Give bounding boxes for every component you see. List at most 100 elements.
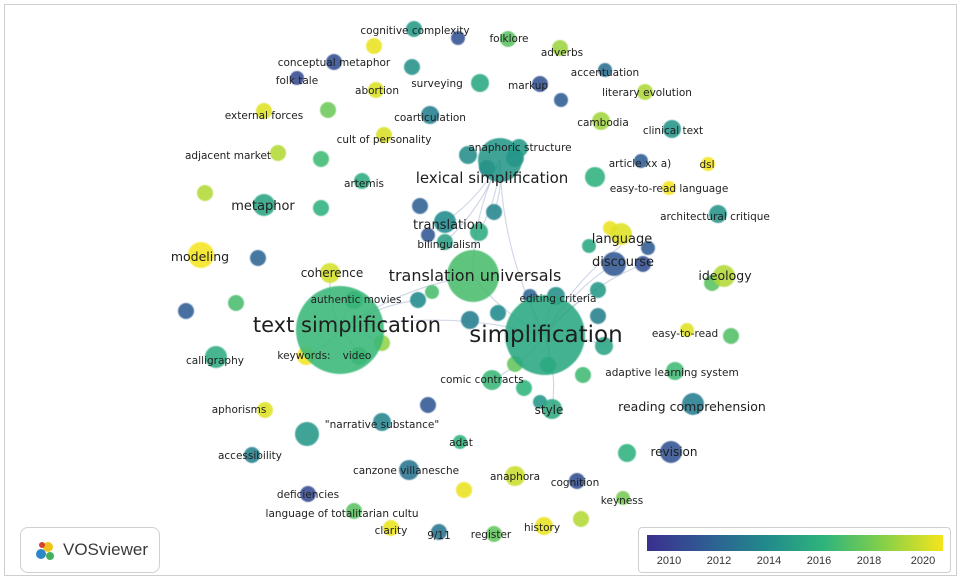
hub-node-lexical-simplification[interactable] xyxy=(478,138,522,182)
keyword-node[interactable] xyxy=(486,204,502,220)
node-adverbs[interactable] xyxy=(552,40,568,56)
label-modeling: modeling xyxy=(171,249,229,264)
keyword-node[interactable] xyxy=(470,223,488,241)
node-clinical-text[interactable] xyxy=(663,120,681,138)
node-architectural-critique[interactable] xyxy=(709,205,727,223)
node-language-of-totalitarian-cultu[interactable] xyxy=(346,503,362,519)
node-aphorisms[interactable] xyxy=(257,402,273,418)
label-cult-of-personality: cult of personality xyxy=(337,134,432,146)
keyword-node[interactable] xyxy=(516,380,532,396)
keyword-node[interactable] xyxy=(420,397,436,413)
node-folk-tale[interactable] xyxy=(290,71,304,85)
node-folklore[interactable] xyxy=(500,31,516,47)
keyword-node[interactable] xyxy=(575,367,591,383)
node-surveying[interactable] xyxy=(471,74,489,92)
node-9-11[interactable] xyxy=(431,524,447,540)
node-abortion[interactable] xyxy=(368,82,384,98)
node-cult-of-personality[interactable] xyxy=(376,127,392,143)
label-adaptive-learning-system: adaptive learning system xyxy=(605,367,738,379)
keyword-node[interactable] xyxy=(641,241,655,255)
label-cambodia: cambodia xyxy=(577,117,629,129)
keyword-node[interactable] xyxy=(320,102,336,118)
keyword-node[interactable] xyxy=(590,308,606,324)
node-cambodia[interactable] xyxy=(592,112,610,130)
node-article-xx-a[interactable] xyxy=(634,154,648,168)
hub-node-simplification[interactable] xyxy=(505,295,585,375)
node-accentuation[interactable] xyxy=(598,63,612,77)
node-adat[interactable] xyxy=(453,435,467,449)
keyword-node[interactable] xyxy=(554,93,568,107)
node-artemis[interactable] xyxy=(354,173,370,189)
node-translation[interactable] xyxy=(434,211,456,233)
keyword-node[interactable] xyxy=(618,444,636,462)
keyword-node[interactable] xyxy=(456,482,472,498)
hub-node-translation-universals[interactable] xyxy=(447,250,499,302)
label-article-xx-a: article xx a) xyxy=(609,158,672,170)
node-comic-contracts[interactable] xyxy=(482,370,502,390)
keyword-node[interactable] xyxy=(490,305,506,321)
keyword-node[interactable] xyxy=(590,282,606,298)
keyword-node[interactable] xyxy=(421,228,435,242)
node-language[interactable] xyxy=(610,223,632,245)
node-external-forces[interactable] xyxy=(256,103,272,119)
keyword-node[interactable] xyxy=(178,303,194,319)
node-narrative-substance[interactable] xyxy=(373,413,391,431)
node-calligraphy[interactable] xyxy=(205,346,227,368)
node-literary-evolution[interactable] xyxy=(637,84,653,100)
keyword-node[interactable] xyxy=(250,250,266,266)
keyword-node[interactable] xyxy=(313,151,329,167)
node-conceptual-metaphor[interactable] xyxy=(326,54,342,70)
node-anaphora[interactable] xyxy=(505,466,525,486)
keyword-node[interactable] xyxy=(459,146,477,164)
node-revision[interactable] xyxy=(660,441,682,463)
node-metaphor[interactable] xyxy=(253,194,275,216)
node-cognition[interactable] xyxy=(569,473,585,489)
node-canzone-villanesche[interactable] xyxy=(399,460,419,480)
node-bilingualism[interactable] xyxy=(437,234,453,250)
node-adaptive-learning-system[interactable] xyxy=(666,362,684,380)
label-folk-tale: folk tale xyxy=(276,75,318,87)
keyword-node[interactable] xyxy=(412,198,428,214)
keyword-node[interactable] xyxy=(573,511,589,527)
keyword-node[interactable] xyxy=(366,38,382,54)
keyword-node[interactable] xyxy=(723,328,739,344)
keyword-node[interactable] xyxy=(197,185,213,201)
node-coarticulation[interactable] xyxy=(421,106,439,124)
keyword-node[interactable] xyxy=(313,200,329,216)
node-ideology[interactable] xyxy=(713,265,735,287)
node-discourse[interactable] xyxy=(602,252,626,276)
keyword-node[interactable] xyxy=(410,292,426,308)
node-adjacent-market[interactable] xyxy=(270,145,286,161)
hub-node-text-simplification[interactable] xyxy=(296,286,384,374)
label-clinical-text: clinical text xyxy=(643,125,703,137)
node-register[interactable] xyxy=(486,526,502,542)
keyword-node[interactable] xyxy=(404,59,420,75)
node-dsl[interactable] xyxy=(701,157,715,171)
node-easy-to-read-language[interactable] xyxy=(662,181,676,195)
node-accessibility[interactable] xyxy=(244,447,260,463)
node-easy-to-read[interactable] xyxy=(680,323,694,337)
keyword-node[interactable] xyxy=(425,285,439,299)
node-deficiencies[interactable] xyxy=(300,486,316,502)
keyword-node[interactable] xyxy=(228,295,244,311)
node-history[interactable] xyxy=(535,517,553,535)
keyword-node[interactable] xyxy=(585,167,605,187)
node-reading-comprehension[interactable] xyxy=(682,393,704,415)
node-markup[interactable] xyxy=(532,76,548,92)
node-coherence[interactable] xyxy=(320,263,340,283)
label-anaphoric-structure: anaphoric structure xyxy=(468,142,571,154)
label-metaphor: metaphor xyxy=(231,199,295,214)
keyword-node[interactable] xyxy=(461,311,479,329)
node-clarity[interactable] xyxy=(383,520,399,536)
keyword-node[interactable] xyxy=(295,422,319,446)
node-keyness[interactable] xyxy=(616,491,630,505)
label-adverbs: adverbs xyxy=(541,47,583,59)
node-style[interactable] xyxy=(542,399,562,419)
keyword-node[interactable] xyxy=(595,337,613,355)
keyword-node[interactable] xyxy=(635,256,651,272)
keyword-node[interactable] xyxy=(451,31,465,45)
node-cognitive-complexity[interactable] xyxy=(406,21,422,37)
node-modeling[interactable] xyxy=(188,242,214,268)
keyword-node[interactable] xyxy=(582,239,596,253)
